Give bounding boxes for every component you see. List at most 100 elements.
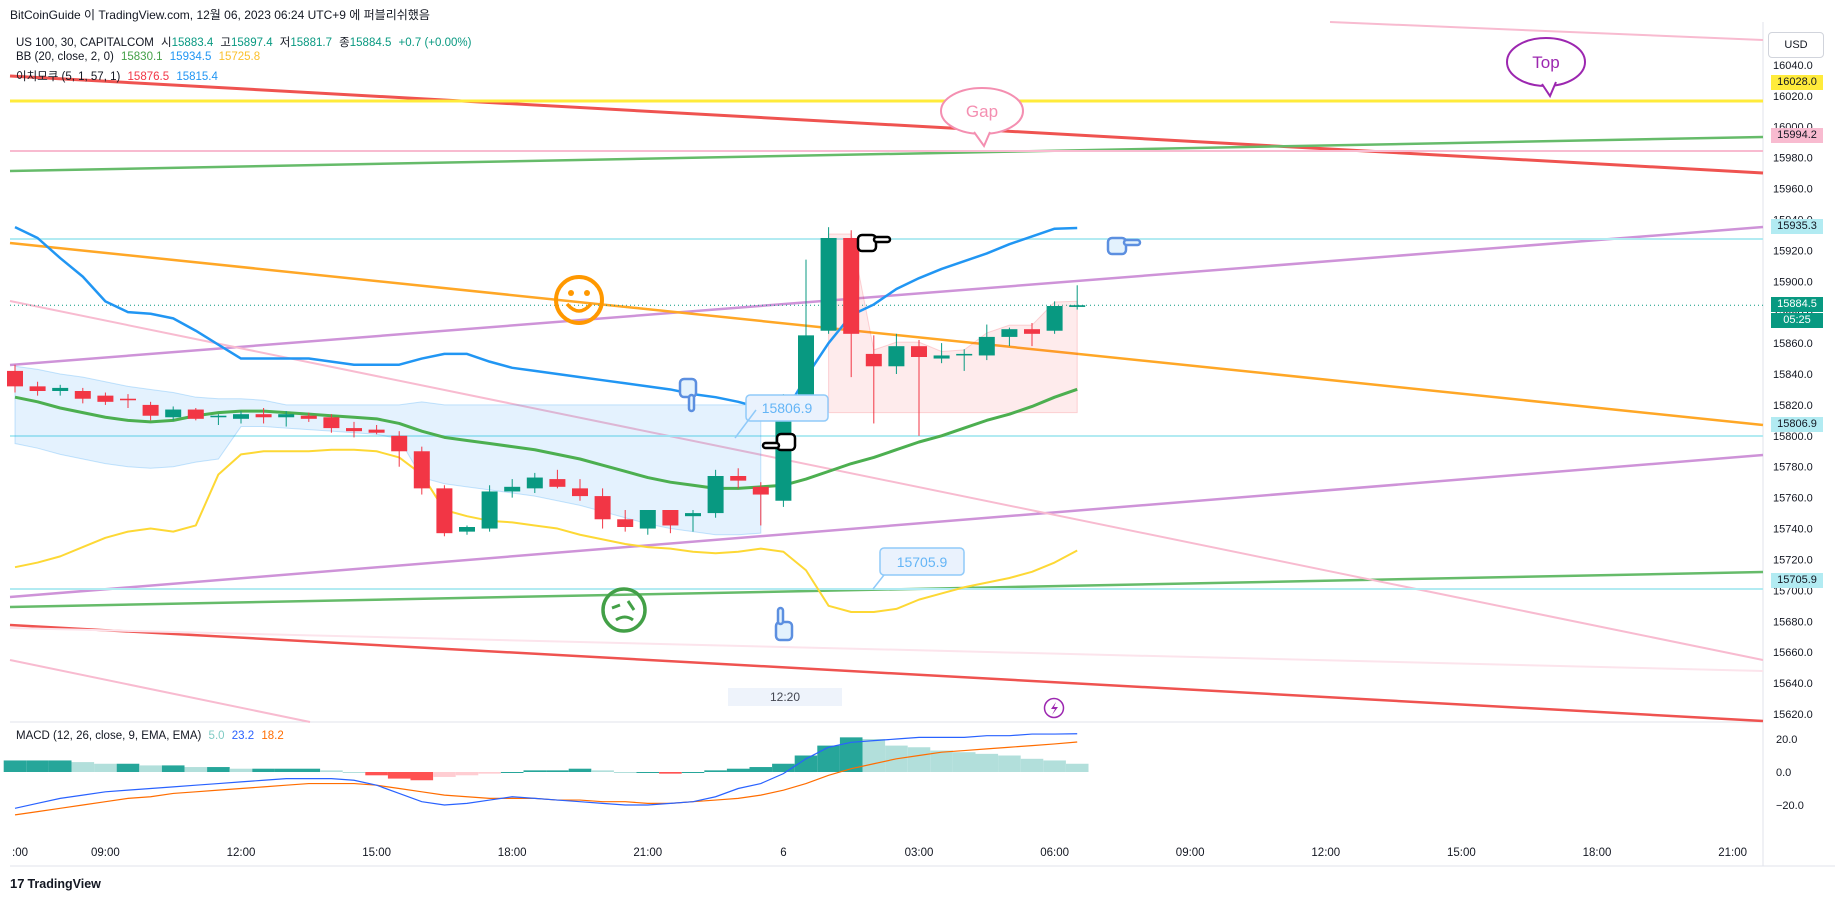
macd-histogram-bar — [659, 772, 682, 774]
candle-body — [391, 435, 408, 452]
candle-body — [1046, 306, 1063, 331]
lightning-bolt-icon — [1051, 702, 1058, 715]
price-tick-label: 16020.0 — [1773, 91, 1813, 103]
macd-histogram-bar — [636, 772, 660, 773]
time-axis[interactable]: :00 09:00 12:00 15:00 18:00 21:00 6 03:00 06:00 0… — [12, 847, 1747, 859]
macd-line — [14, 733, 1078, 809]
macd-histogram-bar — [613, 772, 637, 773]
hand-point-right-icon — [1106, 236, 1142, 256]
candle-body — [911, 346, 927, 357]
tradingview-logo-text: TradingView — [27, 877, 101, 891]
candle-body — [255, 414, 272, 418]
tradingview-logo[interactable]: 17 TradingView — [10, 876, 101, 891]
candle-body — [29, 386, 46, 391]
change-value: +0.7 (+0.00%) — [398, 37, 472, 49]
candle-body — [526, 477, 543, 489]
candle-body — [978, 336, 995, 356]
macd-histogram-bar — [48, 760, 72, 772]
macd-histogram-bar — [274, 768, 298, 772]
macd-histogram-bar — [26, 760, 49, 772]
macd-histogram-bar — [591, 770, 614, 772]
price-tick-label: 15900.0 — [1773, 276, 1813, 288]
hand-point-down-icon — [678, 377, 698, 413]
bb-mid-value: 15830.1 — [121, 51, 163, 63]
macd-tick-label: −20.0 — [1776, 800, 1804, 812]
macd-histogram-bar — [320, 770, 343, 772]
time-tick-label: 06:00 — [1040, 847, 1069, 859]
ichimoku-name: 이치모쿠 (5, 1, 57, 1) — [16, 71, 121, 83]
macd-histogram-bar — [410, 772, 434, 781]
bb-legend[interactable]: BB (20, close, 2, 0) 15830.1 15934.5 157… — [16, 51, 264, 63]
macd-histogram-bar — [1020, 758, 1044, 772]
macd-histogram-bar — [455, 772, 479, 776]
price-tick-label: 15640.0 — [1773, 678, 1813, 690]
time-tick-label: 18:00 — [498, 847, 527, 859]
macd-histogram-bar — [433, 772, 456, 777]
macd-tick-label: 0.0 — [1776, 767, 1791, 779]
annotations[interactable]: Top Gap 15806.9 15705.9 — [554, 37, 1586, 719]
price-tag: 15935.3 — [1771, 218, 1823, 234]
macd-histogram-bar — [523, 770, 547, 772]
price-tick-label: 15720.0 — [1773, 554, 1813, 566]
candle-body — [933, 355, 950, 359]
low-label: 저 — [279, 37, 291, 49]
candle-body — [300, 415, 317, 419]
hand-finger-icon — [1122, 238, 1142, 247]
bb-upper-line — [14, 226, 1078, 417]
macd-histogram-bar — [1065, 763, 1089, 772]
ichimoku-v2: 15815.4 — [176, 71, 218, 83]
macd-pane: 20.0 0.0 −20.0 — [3, 733, 1804, 816]
bb-upper-value: 15934.5 — [169, 51, 212, 63]
candle-body — [843, 238, 860, 334]
ichimoku-legend[interactable]: 이치모쿠 (5, 1, 57, 1) 15876.5 15815.4 — [16, 68, 222, 84]
candle-body — [820, 238, 837, 331]
gap-bubble-label: Gap — [966, 102, 998, 121]
price-tag: 15994.2 — [1771, 127, 1823, 143]
macd-histogram-bar — [387, 772, 411, 779]
time-tick-label: 12:00 — [227, 847, 256, 859]
symbol-legend[interactable]: US 100, 30, CAPITALCOM 시15883.4 고15897.4… — [16, 34, 475, 50]
macd-histogram-bar — [71, 762, 95, 772]
macd-histogram-bar — [478, 772, 501, 774]
candle-body — [572, 488, 588, 497]
macd-histogram-bar — [161, 765, 185, 772]
candle-body — [97, 395, 114, 402]
candle-body — [278, 414, 295, 418]
candle-body — [413, 451, 430, 489]
bb-name: BB (20, close, 2, 0) — [16, 51, 114, 63]
macd-histogram-bar — [568, 768, 592, 772]
macd-legend[interactable]: MACD (12, 26, close, 9, EMA, EMA) 5.0 23… — [16, 730, 288, 742]
macd-histogram-bar — [500, 772, 524, 773]
candle-body — [1001, 329, 1018, 337]
gap-bubble-tail — [973, 131, 991, 149]
symbol-name: US 100, 30, CAPITALCOM — [16, 37, 154, 49]
trend-lines[interactable] — [9, 21, 1764, 723]
hand-finger-icon — [776, 606, 785, 626]
candle-body — [888, 346, 905, 367]
macd-histogram-bar — [772, 763, 795, 772]
ichimoku-cloud-blue — [14, 365, 762, 536]
macd-histogram-bar — [342, 772, 366, 773]
smiley-eye-icon — [568, 290, 574, 296]
pink-trendline-1 — [9, 300, 1764, 661]
macd-histogram-bar — [365, 772, 388, 776]
candle-body — [323, 417, 340, 429]
currency-button[interactable]: USD — [1768, 32, 1824, 58]
time-tick-label: 03:00 — [905, 847, 934, 859]
top-bubble-tail — [1541, 81, 1557, 99]
candle-body — [798, 335, 814, 398]
macd-histogram-bar — [3, 760, 27, 772]
macd-histogram-bar — [139, 765, 162, 772]
close-value: 15884.5 — [349, 37, 392, 49]
macd-histogram-bar — [297, 768, 321, 772]
candle-body — [142, 404, 159, 416]
price-tick-label: 15860.0 — [1773, 338, 1813, 350]
candle-body — [956, 353, 973, 356]
macd-histogram-bar — [704, 770, 727, 772]
price-axis[interactable]: 16040.016020.016000.015980.015960.015940… — [1773, 60, 1813, 721]
price-tick-label: 15800.0 — [1773, 431, 1813, 443]
macd-histogram-bar — [726, 768, 750, 772]
macd-histogram-bar — [116, 763, 140, 772]
hand-point-left-icon — [761, 432, 797, 452]
